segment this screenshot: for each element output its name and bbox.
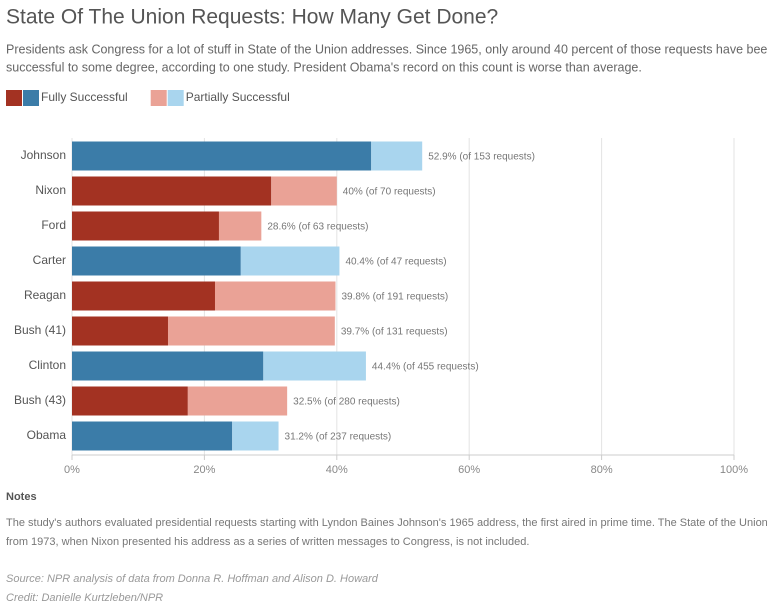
- value-label: 39.7% (of 131 requests): [341, 327, 448, 338]
- bar-segment: [263, 351, 366, 381]
- bar-segment: [72, 176, 272, 206]
- bar-segment: [72, 351, 264, 381]
- x-tick-label: 80%: [591, 464, 613, 476]
- bar-segment: [214, 281, 336, 311]
- y-tick-label: Carter: [33, 253, 66, 267]
- subtitle: Presidents ask Congress for a lot of stu…: [6, 42, 767, 56]
- legend-swatch: [167, 90, 184, 106]
- value-label: 31.2% (of 237 requests): [285, 432, 392, 443]
- value-label: 52.9% (of 153 requests): [428, 152, 535, 163]
- bar-segment: [72, 316, 168, 346]
- source: Source: NPR analysis of data from Donna …: [6, 573, 379, 585]
- bar-segment: [371, 141, 423, 171]
- value-label: 32.5% (of 280 requests): [293, 397, 400, 408]
- chart-title: State Of The Union Requests: How Many Ge…: [6, 6, 498, 29]
- value-label: 44.4% (of 455 requests): [372, 362, 479, 373]
- bar-segment: [271, 176, 337, 206]
- legend-swatch: [6, 90, 22, 106]
- bar-segment: [218, 211, 262, 241]
- value-label: 28.6% (of 63 requests): [267, 222, 368, 233]
- bar-segment: [72, 281, 215, 311]
- x-tick-label: 40%: [326, 464, 348, 476]
- legend-swatch: [150, 90, 167, 106]
- value-label: 39.8% (of 191 requests): [341, 292, 448, 303]
- value-label: 40% (of 70 requests): [343, 187, 436, 198]
- x-tick-label: 0%: [64, 464, 80, 476]
- y-tick-label: Bush (41): [14, 323, 66, 337]
- credit: Credit: Danielle Kurtzleben/NPR: [6, 592, 163, 604]
- y-tick-label: Reagan: [24, 288, 66, 302]
- bar-segment: [72, 386, 188, 416]
- legend-label: Fully Successful: [41, 90, 128, 104]
- bar-segment: [187, 386, 288, 416]
- bar-segment: [240, 246, 340, 276]
- subtitle: successful to some degree, according to …: [6, 60, 642, 74]
- bar-segment: [72, 246, 241, 276]
- y-tick-label: Ford: [41, 218, 66, 232]
- notes-text: from 1973, when Nixon presented his addr…: [6, 536, 529, 548]
- y-tick-label: Obama: [27, 428, 67, 442]
- legend-swatch: [23, 90, 39, 106]
- y-tick-label: Nixon: [35, 183, 66, 197]
- x-tick-label: 60%: [458, 464, 480, 476]
- value-label: 40.4% (of 47 requests): [345, 257, 446, 268]
- bar-segment: [72, 421, 233, 451]
- notes-heading: Notes: [6, 491, 37, 503]
- bar-segment: [232, 421, 279, 451]
- notes-text: The study's authors evaluated presidenti…: [6, 517, 767, 529]
- x-tick-label: 100%: [720, 464, 748, 476]
- y-tick-label: Johnson: [21, 148, 66, 162]
- bar-segment: [72, 211, 219, 241]
- bar-segment: [72, 141, 372, 171]
- bar-segment: [167, 316, 335, 346]
- y-tick-label: Clinton: [29, 358, 66, 372]
- y-tick-label: Bush (43): [14, 393, 66, 407]
- x-tick-label: 20%: [193, 464, 215, 476]
- legend-label: Partially Successful: [186, 90, 290, 104]
